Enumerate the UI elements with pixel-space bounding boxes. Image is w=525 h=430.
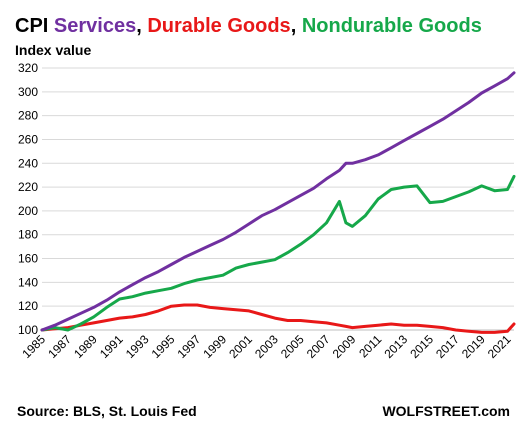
x-tick-label: 1999 [200, 332, 229, 361]
x-tick-label: 2015 [407, 332, 436, 361]
x-tick-label: 2013 [381, 332, 410, 361]
source-text: Source: BLS, St. Louis Fed [17, 403, 197, 419]
y-tick-label: 280 [18, 109, 38, 123]
x-tick-label: 2003 [252, 332, 281, 361]
series-line-durable-goods [40, 303, 516, 334]
x-tick-label: 2001 [226, 332, 255, 361]
title-part: Nondurable Goods [302, 15, 482, 37]
x-tick-label: 2019 [459, 332, 488, 361]
y-tick-label: 320 [18, 61, 38, 75]
series-lines [40, 71, 516, 334]
x-tick-label: 1987 [45, 332, 74, 361]
x-tick-label: 2011 [356, 332, 384, 360]
y-tick-labels: 100 120 140 160 180 200 220 240 260 280 300 320 [18, 61, 38, 337]
x-tick-label: 1997 [175, 332, 204, 361]
y-tick-label: 300 [18, 85, 38, 99]
y-tick-label: 180 [18, 228, 38, 242]
title-part: Durable Goods [147, 15, 290, 37]
x-tick-label: 2005 [278, 332, 307, 361]
x-tick-label: 2017 [433, 332, 462, 361]
y-tick-label: 120 [18, 299, 38, 313]
x-tick-label: 2021 [485, 332, 514, 361]
y-tick-label: 200 [18, 204, 38, 218]
x-tick-label: 1989 [71, 332, 100, 361]
x-tick-label: 2009 [330, 332, 359, 361]
series-line-nondurable-goods [40, 174, 516, 332]
y-tick-label: 260 [18, 132, 38, 146]
chart-title: CPI Services, Durable Goods, Nondurable … [15, 15, 482, 37]
title-part: , [291, 15, 302, 37]
title-part: Services [54, 15, 136, 37]
series-line-services [40, 71, 516, 332]
y-tick-label: 140 [18, 275, 38, 289]
y-axis-label: Index value [15, 42, 91, 58]
y-tick-label: 160 [18, 252, 38, 266]
title-part: CPI [15, 15, 54, 37]
x-tick-labels: 1985198719891991199319951997199920012003… [19, 332, 514, 361]
y-tick-label: 240 [18, 156, 38, 170]
x-tick-label: 2007 [304, 332, 333, 361]
x-tick-label: 1991 [97, 332, 126, 361]
y-tick-label: 100 [18, 323, 38, 337]
x-tick-label: 1995 [149, 332, 178, 361]
x-tick-label: 1993 [123, 332, 152, 361]
y-tick-label: 220 [18, 180, 38, 194]
gridlines [42, 67, 514, 331]
brand-text: WOLFSTREET.com [382, 403, 510, 419]
title-part: , [136, 15, 147, 37]
